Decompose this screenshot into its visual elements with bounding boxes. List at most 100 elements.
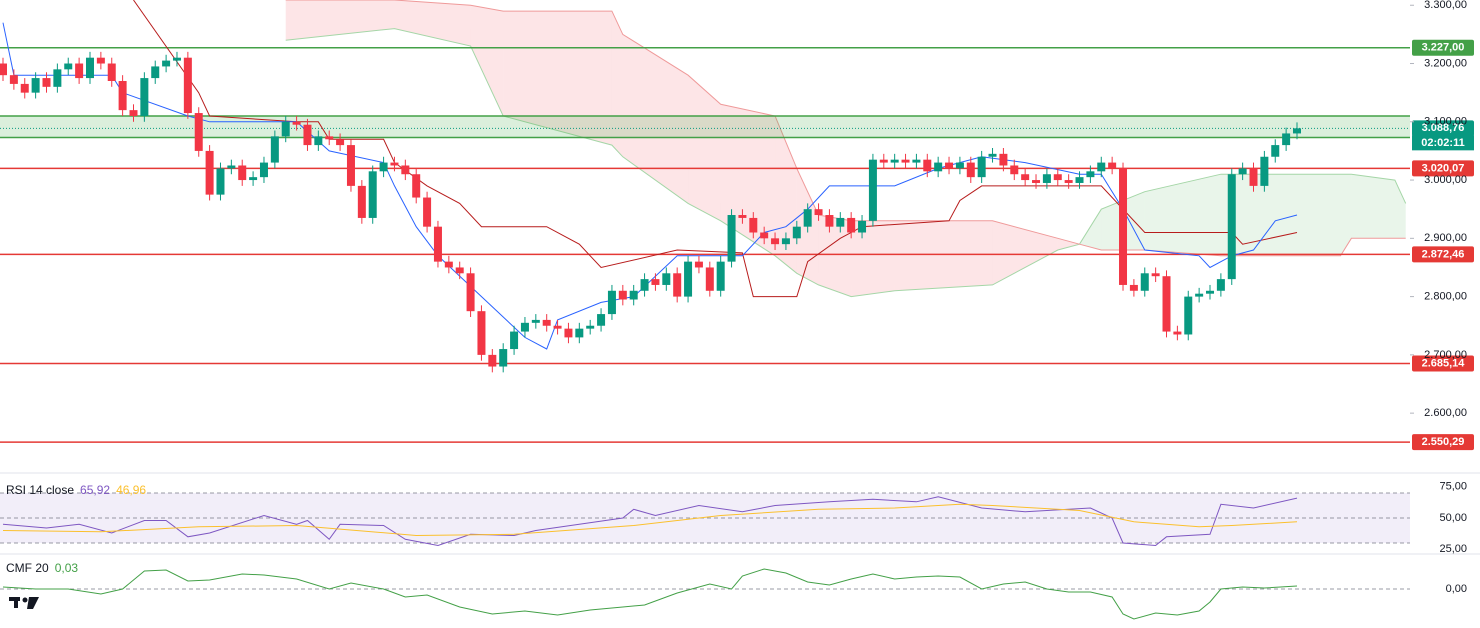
cloud-fill	[688, 75, 721, 221]
y-tick-label: 0,00	[1446, 583, 1467, 595]
candle-body	[129, 110, 138, 116]
price-pane	[0, 0, 1410, 443]
candle-body	[118, 80, 127, 111]
level-label: 3.227,00	[1422, 42, 1465, 54]
candle-body	[760, 232, 769, 239]
candle-body	[771, 238, 780, 245]
candle-body	[988, 153, 997, 157]
tv-logo	[9, 597, 39, 609]
candle-body	[1195, 293, 1204, 297]
candle-body	[510, 331, 519, 350]
indicator-line	[133, 0, 1298, 298]
candle-body	[955, 162, 964, 169]
candle-body	[1086, 171, 1095, 178]
candle-body	[1053, 174, 1062, 181]
candle-body	[368, 171, 377, 218]
candle-body	[531, 319, 540, 323]
candle-body	[1173, 331, 1182, 335]
level-label-bg	[1412, 160, 1474, 177]
candle-body	[1075, 177, 1084, 183]
countdown-bg	[1412, 135, 1474, 151]
candle-body	[455, 267, 464, 274]
candle-body	[346, 145, 355, 186]
y-tick-label: 75,00	[1439, 481, 1467, 493]
series-line	[2, 568, 1298, 620]
candle-body	[140, 78, 149, 116]
candle-body	[1032, 180, 1041, 183]
candle-body	[803, 209, 812, 227]
candle-body	[1282, 133, 1291, 146]
candle-body	[542, 319, 551, 326]
candle-body	[412, 174, 421, 198]
candle-body	[238, 165, 247, 181]
candle-body	[53, 69, 62, 87]
cloud-span-a	[285, 28, 1407, 298]
candle-body	[858, 220, 867, 233]
zone	[0, 115, 1410, 138]
candle-body	[499, 349, 508, 367]
cloud-fill	[1394, 180, 1406, 239]
series-line	[2, 503, 1298, 537]
candle-body	[194, 113, 203, 151]
y-tick-label: 3.200,00	[1424, 57, 1467, 69]
level-label-bg	[1412, 39, 1474, 56]
y-tick-label: 3.100,00	[1424, 116, 1467, 128]
y-tick-label: 25,00	[1439, 543, 1467, 555]
candle-body	[673, 273, 682, 297]
level-label: 3.020,07	[1422, 162, 1465, 174]
candle-body	[890, 159, 899, 163]
candle-body	[314, 136, 323, 146]
candle-body	[444, 261, 453, 268]
candle-body	[477, 311, 486, 355]
cloud-fill	[1351, 174, 1395, 239]
candle-body	[303, 124, 312, 146]
candle-body	[727, 215, 736, 262]
candle-body	[1227, 174, 1236, 280]
candle-body	[868, 159, 877, 221]
candle-body	[1271, 145, 1280, 157]
candle-body	[151, 66, 160, 79]
candle-body	[423, 197, 432, 227]
y-tick-label: 2.800,00	[1424, 291, 1467, 303]
candle-body	[1097, 162, 1106, 172]
cloud-fill	[1220, 174, 1297, 256]
candle-body	[270, 136, 279, 163]
level-label-bg	[1412, 246, 1474, 263]
candle-body	[716, 261, 725, 291]
candle-body	[357, 185, 366, 218]
candle-body	[1260, 156, 1269, 186]
candle-body	[1042, 174, 1051, 183]
candle-body	[249, 177, 258, 181]
series-line	[2, 496, 1298, 547]
cloud-fill	[285, 0, 395, 41]
candle-body	[749, 217, 758, 233]
y-tick-label: 3.300,00	[1424, 0, 1467, 11]
level-label-bg	[1412, 434, 1474, 451]
candle-body	[162, 60, 171, 67]
candle-body	[1184, 296, 1193, 335]
candle-body	[292, 121, 301, 125]
candle-body	[433, 226, 442, 262]
candle-body	[183, 57, 192, 114]
candle-body	[1010, 165, 1019, 175]
candle-body	[379, 162, 388, 172]
candle-body	[1206, 290, 1215, 294]
candle-body	[325, 136, 334, 140]
candle-body	[42, 78, 51, 87]
candle-body	[20, 83, 29, 93]
level-label-bg	[1412, 355, 1474, 372]
candle-body	[31, 78, 40, 93]
y-tick-label: 3.000,00	[1424, 174, 1467, 186]
candle-body	[75, 63, 84, 79]
cloud-fill	[622, 34, 689, 204]
cloud-fill	[1144, 174, 1221, 256]
candle-body	[1216, 279, 1225, 291]
cloud-fill	[394, 0, 471, 47]
pane-title: RSI 14 close	[6, 483, 74, 497]
candle-body	[336, 139, 345, 146]
candle-body	[705, 267, 714, 291]
candle-body	[488, 354, 497, 367]
candle-body	[999, 153, 1008, 166]
candle-body	[1119, 168, 1128, 285]
